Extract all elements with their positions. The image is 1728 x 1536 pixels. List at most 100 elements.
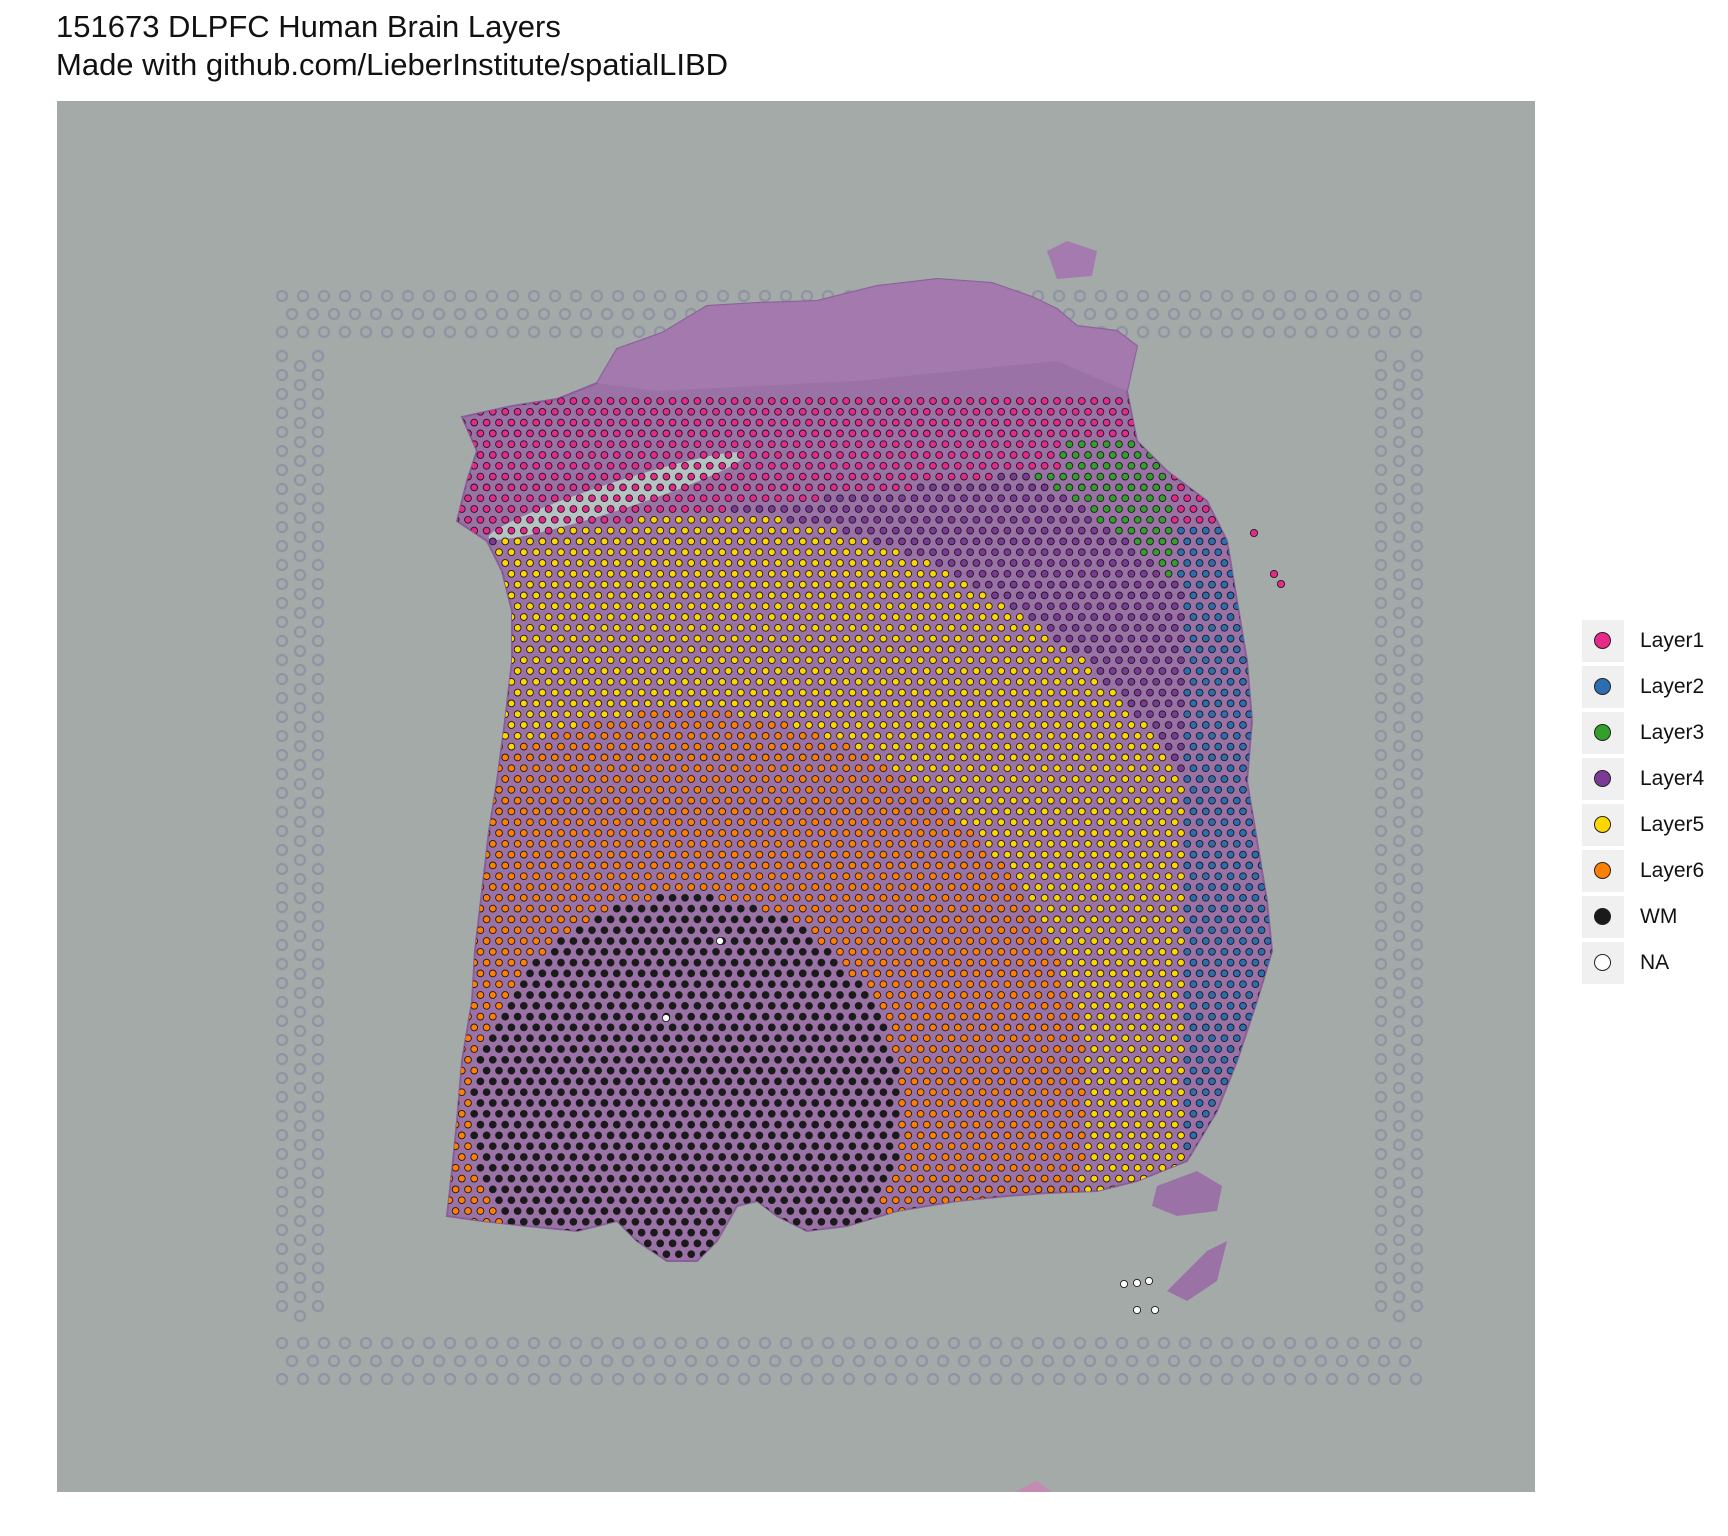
spot-layer2: [1195, 991, 1204, 999]
spot-layer6: [860, 861, 869, 870]
spot-layer6: [885, 839, 894, 848]
fiducial-spot: [1073, 289, 1087, 303]
spot-layer4: [1071, 602, 1080, 611]
spot-layer2: [1239, 980, 1247, 989]
spot-layer5: [997, 688, 1006, 697]
fiducial-spot: [311, 1261, 325, 1275]
spot-layer5: [1028, 872, 1037, 881]
fiducial-spot: [293, 1062, 307, 1076]
spot-layer2: [1189, 807, 1198, 816]
spot-layer1: [550, 429, 559, 438]
spot-layer6: [488, 861, 497, 870]
spot-layer5: [600, 645, 609, 654]
spot-layer5: [1127, 764, 1136, 773]
spot-layer5: [600, 710, 609, 719]
spot-layer6: [991, 893, 999, 902]
spot-layer1: [953, 418, 962, 427]
spot-layer6: [860, 883, 869, 891]
spot-layer2: [1189, 1023, 1198, 1032]
spot-layer1: [705, 418, 714, 427]
spot-layer6: [594, 721, 603, 729]
spot-layer5: [1170, 947, 1179, 956]
spot-layer6: [612, 753, 621, 762]
spot-layer5: [588, 537, 596, 546]
spot-wm: [749, 1034, 758, 1043]
spot-layer5: [1170, 969, 1179, 978]
fiducial-spot: [506, 1372, 520, 1386]
spot-layer1: [619, 483, 627, 492]
spot-wm: [532, 1045, 541, 1053]
spot-layer5: [1034, 667, 1043, 675]
spot-layer6: [631, 893, 640, 902]
spot-layer2: [1189, 742, 1198, 751]
spot-layer5: [544, 591, 553, 600]
spot-layer6: [836, 796, 844, 805]
spot-layer6: [482, 980, 491, 989]
spot-layer2: [1220, 1077, 1229, 1086]
spot-wm: [718, 915, 727, 924]
spot-layer4: [1164, 591, 1173, 600]
spot-layer5: [873, 559, 882, 567]
spot-layer5: [935, 645, 944, 654]
spot-layer2: [1189, 613, 1198, 621]
spot-layer6: [625, 775, 634, 783]
spot-layer6: [495, 807, 503, 816]
spot-layer5: [650, 602, 658, 611]
spot-layer4: [1065, 526, 1074, 535]
spot-layer6: [941, 1023, 950, 1032]
spot-layer4: [972, 494, 981, 503]
spot-layer6: [916, 1001, 925, 1010]
fiducial-spot: [380, 1336, 394, 1350]
spot-layer5: [1053, 721, 1061, 729]
spot-layer1: [513, 407, 522, 416]
spot-layer4: [1059, 515, 1068, 524]
fiducial-spot: [1199, 1336, 1213, 1350]
spot-layer1: [501, 494, 510, 503]
fiducial-spot: [1392, 1100, 1406, 1114]
spot-layer5: [693, 591, 702, 600]
spot-layer6: [891, 915, 900, 924]
spot-wm: [761, 926, 770, 935]
fiducial-spot: [443, 325, 457, 339]
spot-layer5: [1170, 1034, 1179, 1043]
fiducial-spot: [1388, 325, 1402, 339]
spot-layer6: [786, 904, 795, 913]
spot-layer1: [960, 429, 968, 438]
fiducial-spot: [1178, 1372, 1192, 1386]
spot-layer1: [600, 429, 609, 438]
spot-wm: [681, 937, 689, 945]
spot-layer4: [1046, 494, 1055, 503]
spot-layer2: [1226, 613, 1235, 621]
spot-layer6: [1040, 1023, 1049, 1032]
spot-wm: [656, 980, 665, 989]
spot-layer5: [662, 580, 671, 589]
spot-layer5: [1127, 829, 1136, 837]
spot-layer5: [600, 559, 609, 567]
spot-layer2: [1208, 818, 1216, 827]
spot-layer1: [811, 472, 820, 481]
spot-layer6: [836, 861, 844, 870]
spot-layer6: [898, 969, 906, 978]
spot-layer5: [1090, 721, 1099, 729]
spot-layer5: [761, 537, 770, 546]
spot-layer6: [978, 1045, 987, 1053]
spot-layer5: [705, 634, 714, 643]
spot-layer1: [662, 472, 671, 481]
spot-layer5: [730, 591, 739, 600]
spot-layer5: [575, 537, 584, 546]
spot-layer5: [873, 580, 882, 589]
spot-layer5: [898, 731, 906, 740]
spot-layer5: [1053, 937, 1061, 945]
spot-layer1: [885, 472, 894, 481]
fiducial-spot: [516, 1354, 530, 1368]
spot-layer1: [612, 451, 621, 459]
spot-layer5: [1090, 915, 1099, 924]
spot-wm: [600, 1012, 609, 1021]
spot-layer6: [519, 915, 528, 924]
spot-layer5: [829, 548, 838, 557]
spot-layer6: [488, 839, 497, 848]
fiducial-spot: [863, 1372, 877, 1386]
fiducial-spot: [1374, 1033, 1388, 1047]
spot-layer5: [798, 710, 807, 719]
fiducial-spot: [311, 653, 325, 667]
